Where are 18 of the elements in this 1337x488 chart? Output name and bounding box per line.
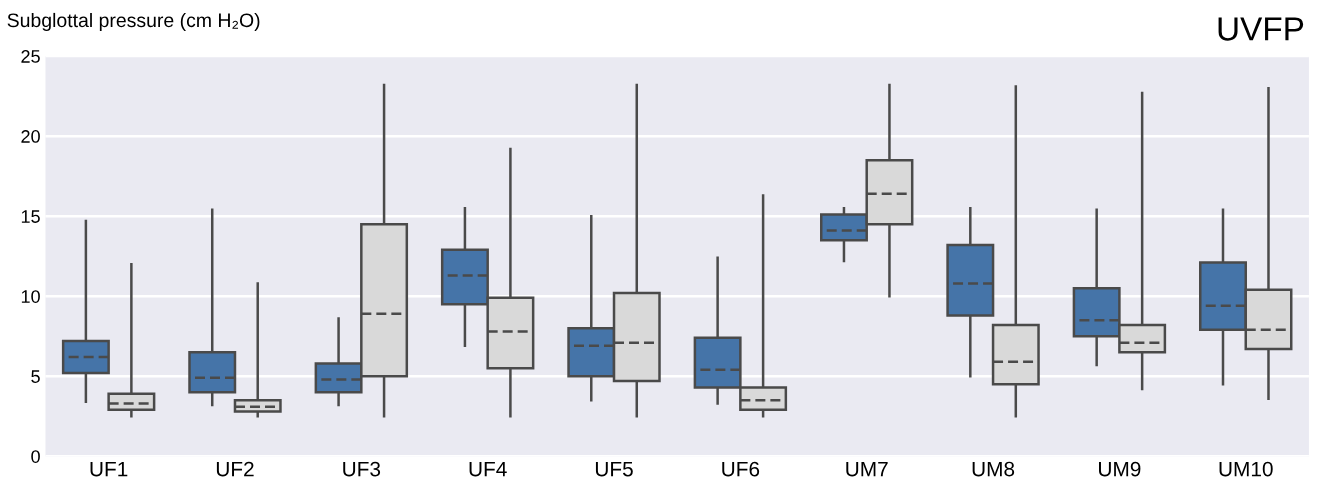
y-tick-label: 25	[21, 50, 40, 63]
y-tick-label: 15	[21, 210, 40, 223]
y-axis-title: Subglottal pressure (cm H₂O)	[7, 12, 260, 32]
y-tick-label: 5	[31, 370, 40, 383]
x-tick-label: UM7	[846, 461, 888, 477]
y-tick-label: 0	[31, 450, 40, 463]
x-tick-label: UM9	[1099, 461, 1141, 477]
y-tick-label: 20	[21, 130, 40, 143]
x-tick-label: UF4	[469, 461, 507, 477]
x-tick-label: UM10	[1219, 461, 1273, 477]
x-tick-label: UM8	[972, 461, 1015, 477]
x-tick-label: UF6	[722, 461, 760, 477]
x-tick-label: UF3	[343, 461, 381, 477]
chart-title: UVFP	[1218, 17, 1304, 41]
y-tick-label: 10	[21, 290, 40, 303]
x-tick-label: UF1	[90, 461, 128, 477]
x-tick-label: UF2	[216, 461, 254, 477]
x-tick-label: UF5	[595, 461, 633, 477]
